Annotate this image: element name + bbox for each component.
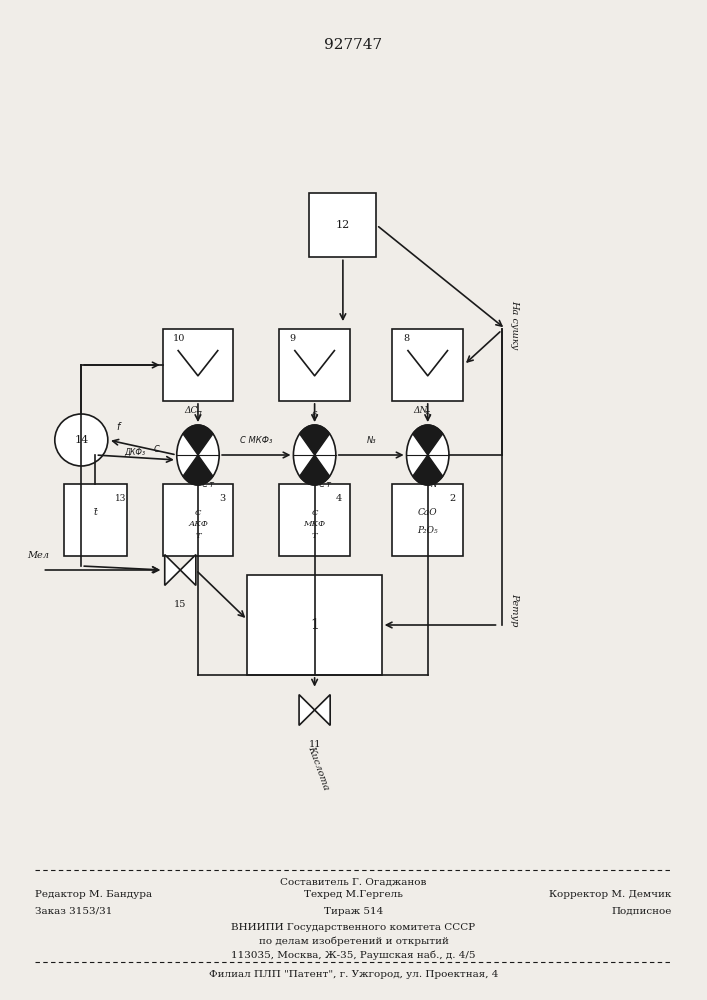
Text: N₃: N₃ [366, 436, 376, 445]
Text: Ретур: Ретур [510, 593, 520, 627]
Circle shape [407, 425, 449, 485]
FancyBboxPatch shape [163, 329, 233, 401]
Text: Мел: Мел [28, 551, 49, 560]
Text: 11: 11 [308, 740, 321, 749]
Text: 1: 1 [310, 618, 319, 632]
Text: Подписное: Подписное [612, 907, 672, 916]
FancyBboxPatch shape [392, 329, 463, 401]
Text: 113035, Москва, Ж-35, Раушская наб., д. 4/5: 113035, Москва, Ж-35, Раушская наб., д. … [231, 951, 476, 960]
Text: 4: 4 [337, 494, 342, 503]
Text: 7: 7 [195, 411, 201, 420]
Text: C'т: C'т [318, 480, 331, 489]
Text: 927747: 927747 [325, 38, 382, 52]
Text: С МКФ₃: С МКФ₃ [240, 436, 272, 445]
Text: C'т: C'т [201, 480, 214, 489]
Polygon shape [413, 425, 443, 455]
Text: Кислота: Кислота [306, 744, 330, 791]
Text: P₂O₅: P₂O₅ [417, 526, 438, 535]
Text: Филиал ПЛП "Патент", г. Ужгород, ул. Проектная, 4: Филиал ПЛП "Патент", г. Ужгород, ул. Про… [209, 970, 498, 979]
Text: t̄: t̄ [93, 508, 98, 517]
Text: На сушку: На сушку [510, 300, 520, 350]
Text: 14: 14 [74, 435, 88, 445]
Text: Заказ 3153/31: Заказ 3153/31 [35, 907, 112, 916]
Polygon shape [300, 455, 329, 485]
Text: CaO: CaO [418, 508, 438, 517]
Text: 2: 2 [450, 494, 455, 503]
Text: 5: 5 [425, 411, 431, 420]
FancyBboxPatch shape [309, 193, 376, 257]
Text: 6: 6 [312, 411, 317, 420]
Polygon shape [180, 555, 196, 585]
FancyBboxPatch shape [247, 575, 382, 675]
Text: Т: Т [312, 532, 317, 540]
Text: 10: 10 [173, 334, 186, 343]
FancyBboxPatch shape [279, 329, 350, 401]
Text: ΔN: ΔN [414, 406, 428, 415]
Polygon shape [183, 455, 213, 485]
Text: С: С [153, 446, 159, 454]
Text: 3: 3 [220, 494, 226, 503]
Text: АКФ: АКФ [188, 520, 208, 528]
Circle shape [177, 425, 219, 485]
Text: 9: 9 [290, 334, 296, 343]
Text: 13: 13 [115, 494, 126, 503]
Text: ΔC: ΔC [185, 406, 197, 415]
Text: Т: Т [195, 532, 201, 540]
Text: С: С [194, 509, 201, 517]
Polygon shape [299, 695, 315, 725]
Text: Редактор М. Бандура: Редактор М. Бандура [35, 890, 153, 899]
Text: Корректор М. Демчик: Корректор М. Демчик [549, 890, 672, 899]
Polygon shape [315, 695, 330, 725]
Text: С: С [311, 509, 318, 517]
Text: МКФ: МКФ [303, 520, 326, 528]
FancyBboxPatch shape [64, 484, 127, 556]
Circle shape [293, 425, 336, 485]
Text: Тираж 514: Тираж 514 [324, 907, 383, 916]
FancyBboxPatch shape [392, 484, 463, 556]
Polygon shape [165, 555, 180, 585]
Text: 12: 12 [336, 220, 350, 230]
Polygon shape [183, 425, 213, 455]
Text: ВНИИПИ Государственного комитета СССР: ВНИИПИ Государственного комитета СССР [231, 923, 476, 932]
Polygon shape [413, 455, 443, 485]
Text: Техред М.Гергель: Техред М.Гергель [304, 890, 403, 899]
Text: ДКФ₃: ДКФ₃ [124, 448, 145, 456]
Text: 8: 8 [403, 334, 409, 343]
FancyBboxPatch shape [279, 484, 350, 556]
Ellipse shape [55, 414, 107, 466]
Text: 15: 15 [174, 600, 187, 609]
Text: по делам изобретений и открытий: по делам изобретений и открытий [259, 937, 448, 946]
Text: N': N' [431, 480, 440, 489]
Polygon shape [300, 425, 329, 455]
Text: Составитель Г. Огаджанов: Составитель Г. Огаджанов [280, 878, 427, 887]
FancyBboxPatch shape [163, 484, 233, 556]
Text: f: f [117, 422, 120, 432]
